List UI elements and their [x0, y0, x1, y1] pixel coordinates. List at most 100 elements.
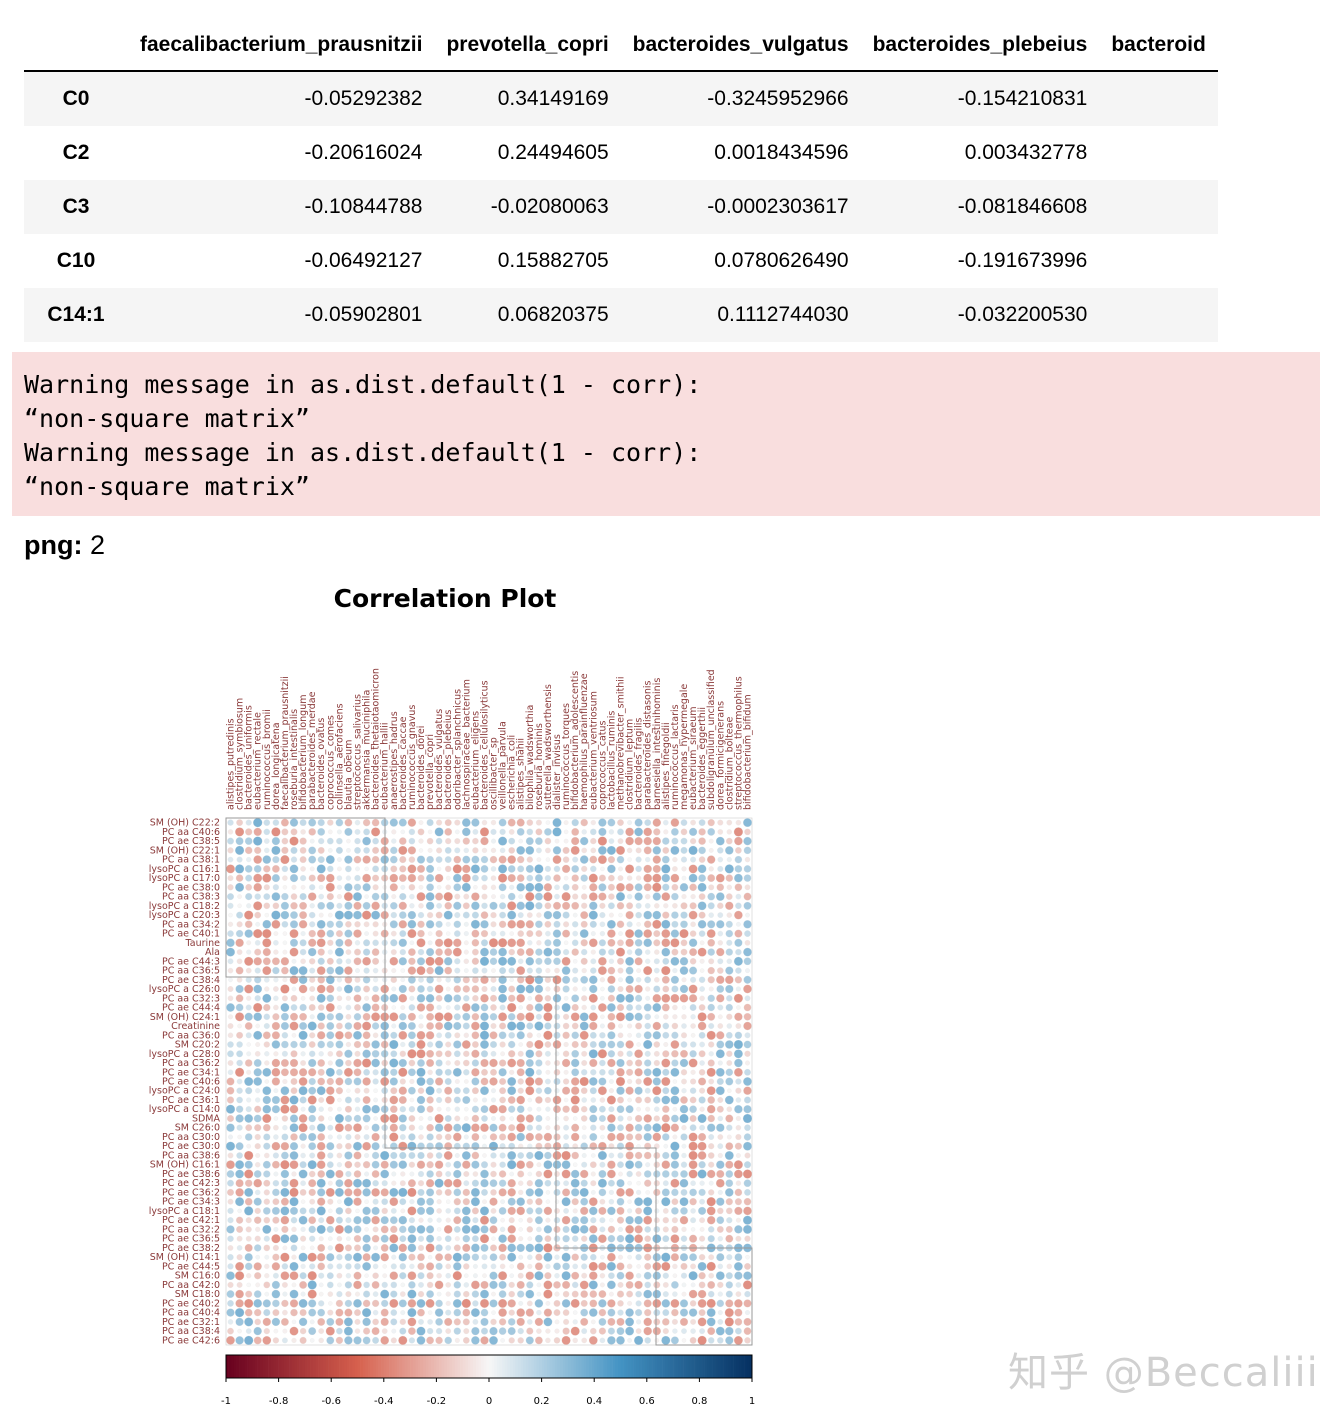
- correlation-cell: [271, 1021, 281, 1031]
- correlation-cell: [662, 1226, 669, 1233]
- correlation-cell: [227, 1319, 234, 1325]
- correlation-cell: [344, 1244, 352, 1252]
- row-label: PC aa C36:5: [162, 966, 220, 977]
- column-label: roseburia_hominis: [534, 723, 545, 810]
- correlation-cell: [725, 948, 733, 956]
- correlation-cell: [498, 1207, 507, 1215]
- correlation-cell: [662, 1180, 669, 1187]
- correlation-cell: [544, 1022, 552, 1030]
- correlation-cell: [254, 976, 262, 984]
- colorbar-segment: [694, 1355, 698, 1378]
- correlation-cell: [562, 1327, 570, 1335]
- column-label: ruminococcus_torques: [561, 703, 572, 810]
- correlation-cell: [598, 1308, 607, 1317]
- correlation-cell: [371, 910, 381, 920]
- correlation-cell: [618, 866, 623, 872]
- correlation-cell: [563, 1069, 569, 1075]
- correlation-cell: [726, 995, 733, 1002]
- correlation-cell: [525, 1308, 534, 1317]
- correlation-cell: [743, 1003, 752, 1012]
- correlation-cell: [391, 986, 397, 992]
- correlation-cell: [227, 1300, 234, 1307]
- correlation-cell: [562, 929, 571, 938]
- correlation-cell: [618, 1171, 623, 1177]
- correlation-cell: [345, 1207, 352, 1215]
- correlation-cell: [244, 1197, 253, 1206]
- correlation-cell: [645, 995, 651, 1001]
- correlation-cell: [418, 1134, 424, 1140]
- correlation-cell: [389, 1012, 399, 1022]
- colorbar-segment: [615, 1355, 619, 1378]
- correlation-cell: [298, 966, 308, 976]
- colorbar-segment: [631, 1355, 634, 1378]
- correlation-cell: [472, 1097, 478, 1103]
- correlation-cell: [572, 912, 578, 918]
- table-cell: 0.0780626490: [714, 249, 849, 272]
- correlation-cell: [626, 1115, 633, 1122]
- correlation-cell: [563, 921, 570, 928]
- correlation-cell: [607, 883, 615, 891]
- correlation-cell: [689, 930, 697, 937]
- correlation-cell: [636, 1264, 641, 1269]
- correlation-cell: [652, 993, 662, 1003]
- correlation-cell: [717, 1263, 724, 1270]
- correlation-cell: [480, 1289, 489, 1299]
- correlation-cell: [435, 1142, 444, 1151]
- correlation-cell: [298, 1215, 308, 1225]
- correlation-cell: [670, 845, 680, 855]
- correlation-cell: [606, 919, 616, 929]
- correlation-cell: [236, 1225, 244, 1233]
- dataframe-output: faecalibacterium_prausnitzii prevotella_c…: [24, 20, 1320, 342]
- correlation-cell: [616, 1317, 625, 1326]
- correlation-cell: [299, 893, 307, 901]
- correlation-cell: [445, 977, 451, 983]
- correlation-cell: [680, 1041, 688, 1048]
- correlation-cell: [516, 993, 526, 1003]
- correlation-cell: [563, 875, 569, 881]
- correlation-cell: [453, 1216, 462, 1225]
- correlation-cell: [327, 1263, 334, 1270]
- correlation-cell: [734, 910, 743, 920]
- correlation-cell: [353, 1077, 362, 1086]
- correlation-cell: [461, 1206, 471, 1216]
- correlation-cell: [244, 1298, 254, 1308]
- correlation-cell: [670, 993, 680, 1003]
- correlation-cell: [507, 901, 517, 911]
- correlation-cell: [308, 1114, 316, 1123]
- correlation-cell: [416, 1039, 426, 1050]
- correlation-cell: [244, 1059, 253, 1067]
- correlation-cell: [227, 1263, 234, 1270]
- correlation-cell: [453, 1050, 461, 1058]
- correlation-cell: [408, 883, 416, 891]
- correlation-cell: [390, 1263, 397, 1270]
- correlation-cell: [371, 1234, 380, 1243]
- correlation-cell: [663, 829, 669, 835]
- colorbar-segment: [602, 1355, 606, 1378]
- correlation-cell: [362, 1141, 371, 1151]
- correlation-cell: [607, 818, 616, 827]
- correlation-cell: [498, 1280, 507, 1289]
- colorbar-segment: [546, 1355, 550, 1378]
- correlation-cell: [280, 1206, 290, 1216]
- correlation-cell: [426, 1133, 434, 1141]
- correlation-cell: [372, 1263, 379, 1270]
- correlation-cell: [689, 1041, 697, 1048]
- correlation-cell: [272, 1244, 279, 1251]
- correlation-cell: [489, 1133, 498, 1141]
- correlation-cell: [634, 1086, 643, 1095]
- correlation-cell: [436, 1199, 442, 1205]
- correlation-cell: [463, 1134, 469, 1140]
- correlation-cell: [335, 846, 343, 854]
- correlation-cell: [608, 874, 615, 882]
- correlation-cell: [289, 1021, 299, 1031]
- correlation-cell: [516, 1123, 526, 1133]
- correlation-cell: [489, 1040, 498, 1049]
- correlation-cell: [480, 911, 489, 919]
- correlation-cell: [680, 1161, 688, 1168]
- correlation-cell: [562, 1290, 570, 1298]
- correlation-cell: [471, 911, 479, 919]
- correlation-cell: [417, 1235, 425, 1242]
- correlation-cell: [734, 1058, 743, 1068]
- correlation-cell: [227, 1207, 234, 1215]
- correlation-cell: [507, 1225, 516, 1234]
